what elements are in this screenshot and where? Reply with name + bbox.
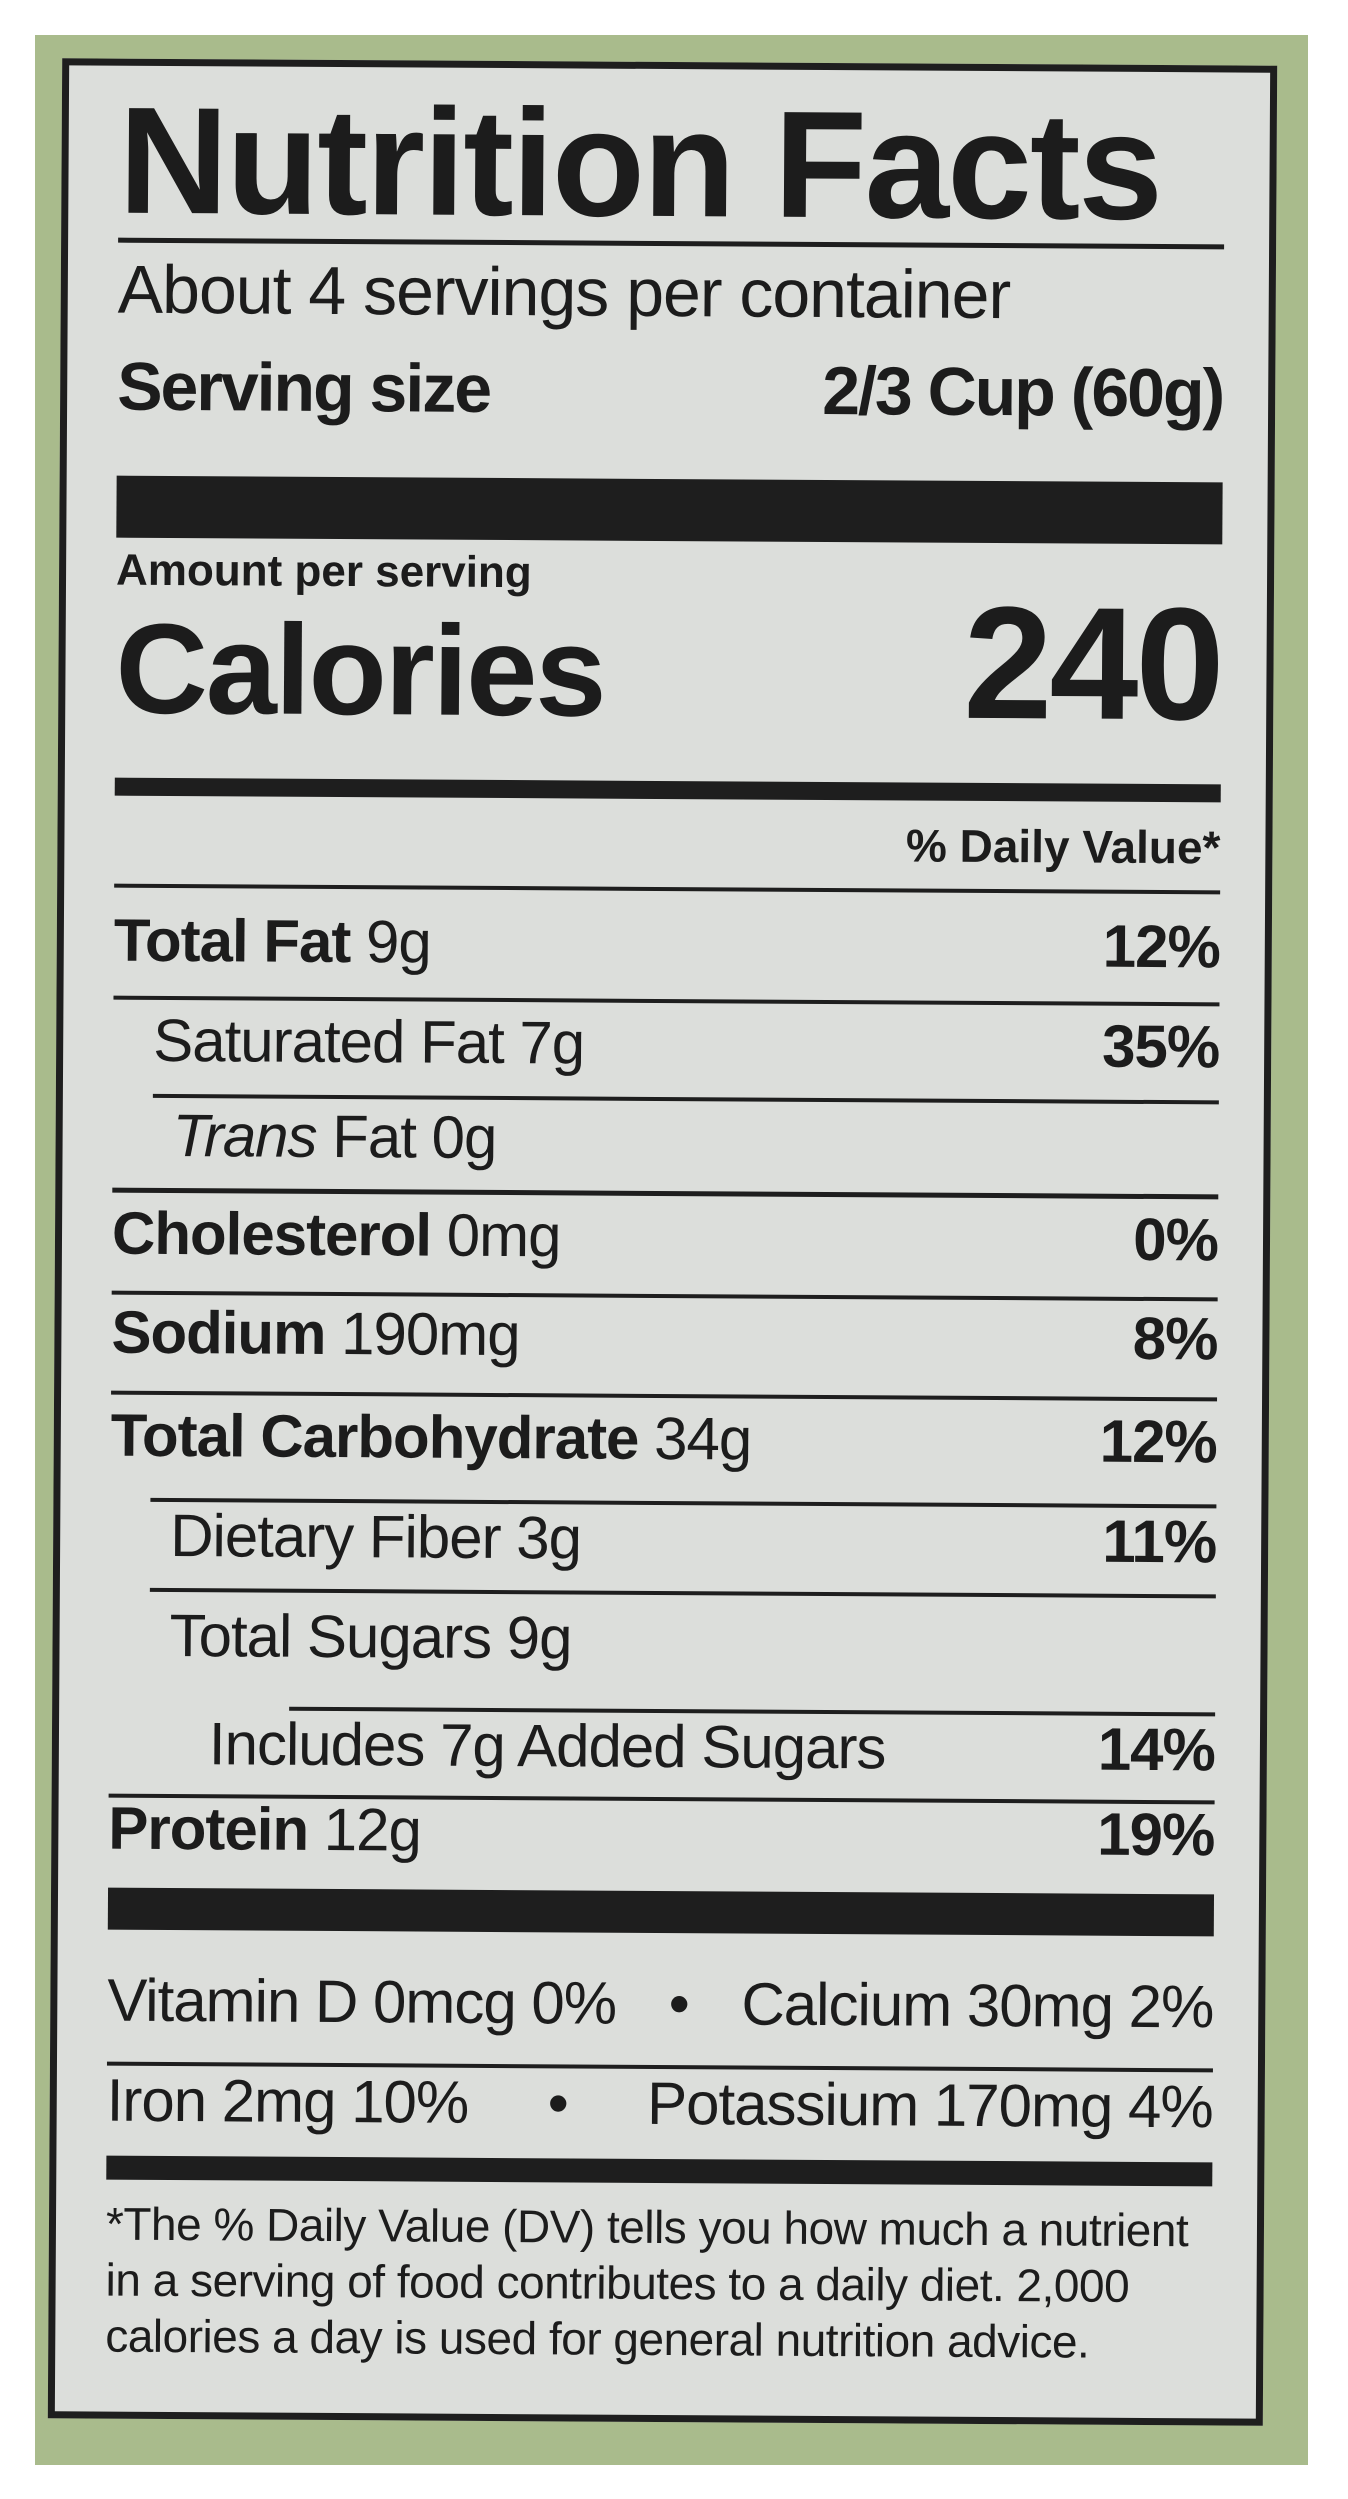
serving-size-label: Serving size: [116, 348, 491, 427]
nutrient-amount: 34g: [653, 1404, 752, 1473]
nutrient-row-dietary-fiber: Dietary Fiber 3g 11%: [170, 1501, 1216, 1576]
nutrient-dv: 14%: [1097, 1715, 1216, 1784]
nutrient-name-suffix: Fat: [332, 1102, 417, 1171]
nutrient-name: Saturated Fat: [153, 1006, 504, 1077]
divider: [149, 1587, 1216, 1599]
micronutrient-right: Potassium 170mg 4%: [646, 2069, 1213, 2141]
nutrient-name: Protein: [108, 1794, 309, 1863]
bullet: •: [668, 1970, 690, 2038]
nutrient-name: Trans: [172, 1102, 317, 1170]
nutrient-amount: 190mg: [340, 1300, 520, 1369]
nutrient-row-total-carbohydrate: Total Carbohydrate 34g 12%: [111, 1401, 1217, 1477]
nutrient-row-added-sugars: Includes 7g Added Sugars 14%: [209, 1709, 1215, 1784]
thick-divider: [116, 475, 1223, 545]
nutrient-amount: 9g: [506, 1604, 572, 1672]
medium-divider: [106, 2155, 1213, 2187]
micronutrient-left: Iron 2mg 10%: [106, 2066, 469, 2136]
calories-row: Calories 240: [115, 566, 1222, 757]
bullet: •: [547, 2069, 568, 2137]
nutrient-dv: 19%: [1097, 1800, 1215, 1869]
nutrient-name: Total Carbohydrate: [110, 1401, 639, 1472]
daily-value-header: % Daily Value*: [905, 819, 1221, 874]
nutrient-amount: 9g: [365, 908, 432, 976]
nutrient-name: Includes 7g Added Sugars: [208, 1710, 886, 1782]
servings-per-container: About 4 servings per container: [117, 251, 1011, 334]
micronutrient-right: Calcium 30mg 2%: [741, 1970, 1214, 2041]
nutrient-name: Cholesterol: [111, 1199, 432, 1269]
nutrient-amount: 12g: [323, 1795, 422, 1864]
nutrient-row-saturated-fat: Saturated Fat 7g 35%: [153, 1006, 1219, 1082]
nutrient-row-protein: Protein 12g 19%: [108, 1794, 1214, 1870]
footnote: *The % Daily Value (DV) tells you how mu…: [105, 2196, 1212, 2371]
serving-size-value: 2/3 Cup (60g): [822, 352, 1224, 432]
nutrient-dv: 12%: [1099, 1407, 1217, 1476]
calories-label: Calories: [115, 597, 606, 744]
nutrient-row-trans-fat: Trans Fat 0g: [172, 1101, 1218, 1176]
medium-divider: [114, 777, 1221, 803]
nutrient-name: Dietary Fiber: [169, 1501, 501, 1572]
nutrient-dv: 35%: [1101, 1012, 1220, 1081]
nutrient-row-cholesterol: Cholesterol 0mg 0%: [112, 1199, 1218, 1275]
divider: [111, 1390, 1218, 1402]
nutrition-facts-label: Nutrition Facts About 4 servings per con…: [47, 58, 1278, 2426]
nutrient-dv: 0%: [1133, 1205, 1219, 1274]
nutrient-dv: 12%: [1102, 912, 1221, 981]
nutrient-amount: 0g: [431, 1103, 497, 1171]
micronutrient-left: Vitamin D 0mcg 0%: [107, 1966, 617, 2037]
nutrient-row-total-sugars: Total Sugars 9g: [169, 1601, 1215, 1676]
nutrient-dv: 8%: [1132, 1304, 1218, 1373]
divider: [113, 995, 1220, 1007]
calories-value: 240: [963, 572, 1223, 754]
footnote-line: calories a day is used for general nutri…: [105, 2309, 1090, 2368]
nutrient-amount: 0mg: [446, 1201, 561, 1270]
divider: [114, 883, 1221, 895]
footnote-line: in a serving of food contributes to a da…: [105, 2253, 1130, 2312]
micronutrient-row: Iron 2mg 10% • Potassium 170mg 4%: [107, 2066, 1213, 2142]
nutrient-row-total-fat: Total Fat 9g 12%: [114, 906, 1220, 982]
nutrient-name: Total Fat: [113, 906, 351, 976]
serving-size-row: Serving size 2/3 Cup (60g): [117, 348, 1223, 433]
micronutrient-row: Vitamin D 0mcg 0% • Calcium 30mg 2%: [107, 1966, 1213, 2042]
nutrient-amount: 7g: [519, 1009, 585, 1077]
nutrient-row-sodium: Sodium 190mg 8%: [111, 1298, 1217, 1374]
label-title: Nutrition Facts: [118, 75, 1162, 253]
nutrient-amount: 3g: [516, 1504, 582, 1572]
divider: [112, 1187, 1219, 1200]
footnote-line: *The % Daily Value (DV) tells you how mu…: [105, 2197, 1189, 2257]
thick-divider: [107, 1887, 1215, 1937]
nutrient-name: Total Sugars: [169, 1601, 492, 1671]
nutrient-dv: 11%: [1102, 1507, 1217, 1576]
nutrient-name: Sodium: [111, 1298, 326, 1367]
